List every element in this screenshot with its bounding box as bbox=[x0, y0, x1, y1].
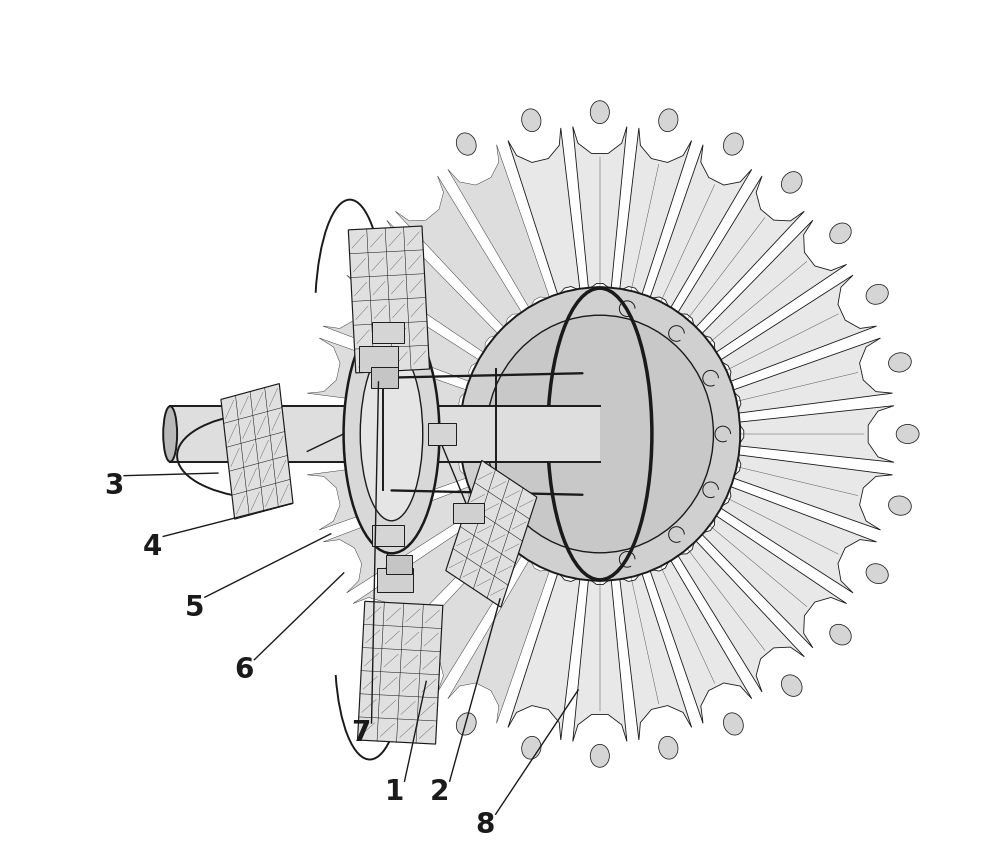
Text: 7: 7 bbox=[351, 720, 371, 747]
Ellipse shape bbox=[866, 285, 888, 305]
Polygon shape bbox=[323, 275, 484, 384]
FancyBboxPatch shape bbox=[453, 503, 484, 523]
Polygon shape bbox=[675, 536, 804, 692]
Ellipse shape bbox=[723, 713, 743, 735]
Text: 4: 4 bbox=[143, 533, 162, 561]
Polygon shape bbox=[395, 536, 525, 692]
Text: 1: 1 bbox=[384, 778, 404, 806]
Polygon shape bbox=[716, 484, 877, 593]
Ellipse shape bbox=[830, 223, 851, 244]
Ellipse shape bbox=[659, 108, 678, 132]
Ellipse shape bbox=[830, 624, 851, 645]
Polygon shape bbox=[508, 128, 581, 300]
Polygon shape bbox=[353, 512, 502, 648]
Ellipse shape bbox=[723, 133, 743, 155]
Polygon shape bbox=[619, 568, 692, 740]
FancyBboxPatch shape bbox=[372, 322, 404, 343]
Ellipse shape bbox=[896, 424, 919, 444]
Ellipse shape bbox=[486, 315, 713, 553]
Polygon shape bbox=[307, 454, 472, 530]
Text: 6: 6 bbox=[234, 656, 254, 684]
Polygon shape bbox=[358, 602, 443, 744]
Polygon shape bbox=[348, 226, 429, 373]
Ellipse shape bbox=[360, 347, 423, 521]
FancyBboxPatch shape bbox=[377, 568, 413, 592]
Text: 5: 5 bbox=[185, 594, 204, 621]
Ellipse shape bbox=[590, 745, 609, 767]
Ellipse shape bbox=[781, 674, 802, 696]
Ellipse shape bbox=[866, 563, 888, 583]
FancyBboxPatch shape bbox=[372, 525, 404, 546]
Polygon shape bbox=[323, 484, 484, 593]
Ellipse shape bbox=[659, 736, 678, 760]
Ellipse shape bbox=[456, 133, 476, 155]
FancyBboxPatch shape bbox=[386, 555, 412, 574]
FancyBboxPatch shape bbox=[371, 367, 398, 388]
Ellipse shape bbox=[889, 352, 911, 372]
Polygon shape bbox=[307, 338, 472, 414]
Polygon shape bbox=[648, 145, 752, 313]
Polygon shape bbox=[698, 220, 847, 356]
Ellipse shape bbox=[522, 108, 541, 132]
FancyBboxPatch shape bbox=[359, 346, 398, 372]
Polygon shape bbox=[170, 406, 600, 462]
Polygon shape bbox=[448, 555, 552, 723]
Polygon shape bbox=[716, 275, 877, 384]
Polygon shape bbox=[353, 220, 502, 356]
Text: 3: 3 bbox=[104, 472, 123, 500]
Polygon shape bbox=[675, 176, 804, 332]
Ellipse shape bbox=[456, 713, 476, 735]
Polygon shape bbox=[395, 176, 525, 332]
Ellipse shape bbox=[590, 101, 609, 123]
Polygon shape bbox=[728, 454, 893, 530]
Polygon shape bbox=[648, 555, 752, 723]
Polygon shape bbox=[448, 145, 552, 313]
Polygon shape bbox=[619, 128, 692, 300]
Polygon shape bbox=[728, 338, 893, 414]
FancyBboxPatch shape bbox=[428, 423, 456, 445]
Polygon shape bbox=[508, 568, 581, 740]
Polygon shape bbox=[733, 405, 894, 463]
Ellipse shape bbox=[459, 287, 740, 581]
Polygon shape bbox=[573, 574, 627, 741]
Polygon shape bbox=[573, 127, 627, 294]
Ellipse shape bbox=[522, 736, 541, 760]
Polygon shape bbox=[446, 460, 537, 608]
Polygon shape bbox=[698, 512, 847, 648]
Ellipse shape bbox=[344, 314, 439, 554]
Ellipse shape bbox=[781, 172, 802, 194]
Ellipse shape bbox=[889, 496, 911, 516]
Text: 8: 8 bbox=[476, 811, 495, 838]
Polygon shape bbox=[306, 405, 466, 463]
Ellipse shape bbox=[163, 406, 177, 462]
Polygon shape bbox=[221, 384, 293, 519]
Text: 2: 2 bbox=[430, 778, 449, 806]
